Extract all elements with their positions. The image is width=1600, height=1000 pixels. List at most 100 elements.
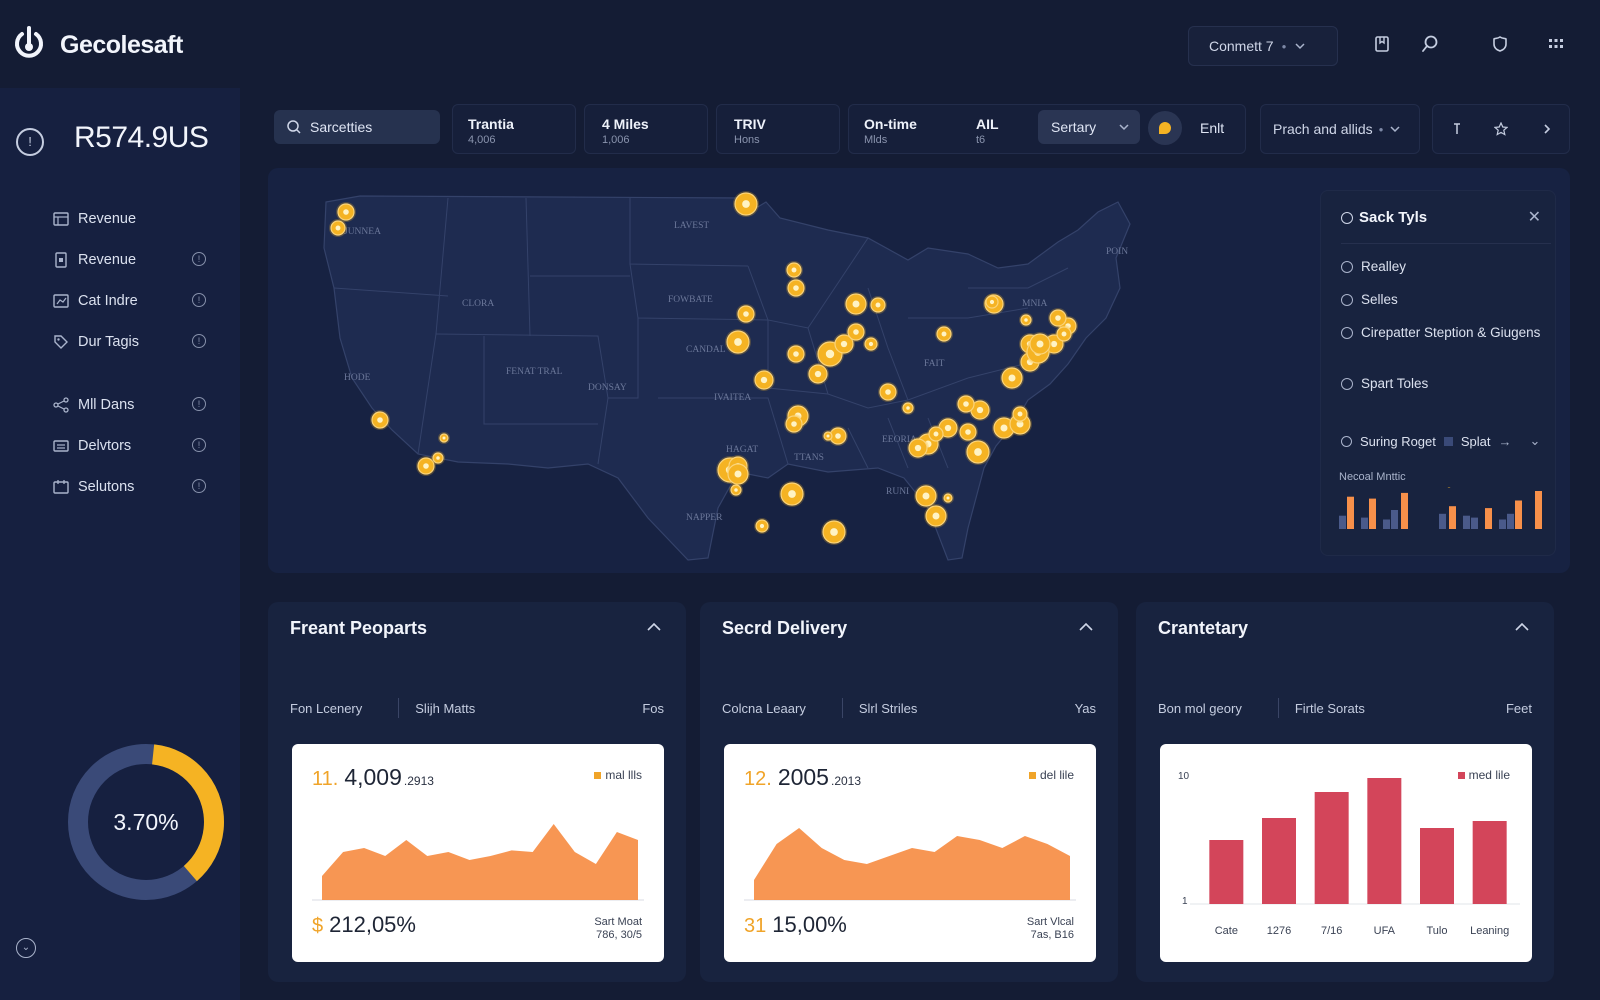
- arrow-right-icon[interactable]: →: [1498, 433, 1512, 449]
- search-input[interactable]: Sarcetties: [274, 110, 440, 144]
- period-dropdown[interactable]: Prach and allids ●: [1260, 104, 1420, 154]
- location-marker[interactable]: [784, 414, 804, 434]
- location-marker[interactable]: [736, 304, 756, 324]
- grid-icon[interactable]: [1546, 34, 1566, 54]
- location-marker[interactable]: [833, 333, 855, 355]
- location-marker[interactable]: [1055, 325, 1073, 343]
- location-marker[interactable]: [1019, 313, 1033, 327]
- location-marker[interactable]: [1048, 308, 1068, 328]
- sort-select[interactable]: Sertary: [1038, 110, 1140, 144]
- tab[interactable]: Fon Lcenery: [290, 700, 363, 716]
- filter-group[interactable]: [452, 104, 576, 154]
- info-icon[interactable]: !: [192, 252, 206, 266]
- close-icon[interactable]: ✕: [1527, 209, 1541, 226]
- location-marker[interactable]: [753, 369, 775, 391]
- location-marker[interactable]: [438, 432, 450, 444]
- filter-group[interactable]: [584, 104, 708, 154]
- info-icon[interactable]: !: [192, 293, 206, 307]
- location-markers[interactable]: [329, 191, 1078, 545]
- location-marker[interactable]: [907, 437, 929, 459]
- location-marker[interactable]: [984, 294, 1000, 310]
- sidebar-item-revenue-2[interactable]: Revenue !: [52, 247, 212, 273]
- location-marker[interactable]: [1011, 405, 1029, 423]
- location-marker[interactable]: [844, 292, 868, 316]
- area-chart[interactable]: [724, 804, 1096, 904]
- chevron-right-icon[interactable]: [1530, 112, 1564, 146]
- location-marker[interactable]: [942, 492, 954, 504]
- metric-trantia[interactable]: Trantia 4,006: [468, 116, 514, 146]
- info-icon[interactable]: !: [192, 334, 206, 348]
- sidebar-item-cat-indre[interactable]: Cat Indre !: [52, 288, 212, 314]
- shield-icon[interactable]: [1490, 34, 1510, 54]
- legend-item[interactable]: Realley: [1341, 259, 1406, 274]
- sidebar-item-delvtors[interactable]: Delvtors !: [52, 433, 212, 459]
- bar[interactable]: [1209, 840, 1244, 904]
- location-marker[interactable]: [901, 401, 915, 415]
- location-marker[interactable]: [958, 422, 978, 442]
- tab[interactable]: Bon mol geory: [1158, 700, 1242, 716]
- tab[interactable]: Firtle Sorats: [1294, 700, 1365, 716]
- metric-ail[interactable]: AIL t6: [976, 116, 999, 146]
- tab[interactable]: Colcna Leaary: [722, 700, 806, 716]
- bar[interactable]: [1314, 792, 1349, 904]
- bookmark-icon[interactable]: [1372, 34, 1392, 54]
- star-icon[interactable]: [1484, 112, 1518, 146]
- metric-triv[interactable]: TRIV Hons: [734, 116, 766, 146]
- location-marker[interactable]: [1028, 332, 1052, 356]
- location-marker[interactable]: [878, 382, 898, 402]
- location-marker[interactable]: [336, 202, 356, 222]
- location-marker[interactable]: [725, 329, 751, 355]
- location-marker[interactable]: [416, 456, 436, 476]
- info-icon[interactable]: !: [192, 438, 206, 452]
- chevron-down-icon[interactable]: ⌄: [1529, 433, 1541, 448]
- bar[interactable]: [1367, 778, 1402, 904]
- collapse-icon[interactable]: ⌄: [16, 938, 36, 958]
- location-marker[interactable]: [935, 325, 953, 343]
- location-marker[interactable]: [924, 504, 948, 528]
- tab[interactable]: Yas: [1074, 700, 1096, 716]
- metric-on-time[interactable]: On-time Mlds: [864, 116, 917, 146]
- area-chart[interactable]: [292, 804, 664, 904]
- bar[interactable]: [1420, 828, 1454, 904]
- connect-dropdown[interactable]: Conmett 7 ●: [1188, 26, 1338, 66]
- location-marker[interactable]: [1000, 366, 1024, 390]
- edit-button[interactable]: Enlt: [1200, 120, 1225, 136]
- info-icon[interactable]: !: [192, 397, 206, 411]
- legend-item[interactable]: Cirepatter Steption & Giugens: [1341, 325, 1540, 340]
- location-marker[interactable]: [869, 296, 887, 314]
- search-icon[interactable]: [1420, 34, 1440, 54]
- sidebar-item-dur-tagis[interactable]: Dur Tagis !: [52, 329, 212, 355]
- chevron-up-icon[interactable]: [1514, 622, 1530, 632]
- bar[interactable]: [1262, 818, 1296, 904]
- location-marker[interactable]: [828, 426, 848, 446]
- location-marker[interactable]: [914, 484, 938, 508]
- location-marker[interactable]: [329, 219, 347, 237]
- location-marker[interactable]: [431, 451, 445, 465]
- location-marker[interactable]: [370, 410, 390, 430]
- location-marker[interactable]: [821, 519, 847, 545]
- info-icon[interactable]: !: [16, 128, 44, 156]
- tab[interactable]: Slrl Striles: [858, 700, 918, 716]
- filter-group[interactable]: [716, 104, 840, 154]
- location-marker[interactable]: [965, 439, 991, 465]
- location-marker[interactable]: [733, 191, 759, 217]
- chevron-up-icon[interactable]: [1078, 622, 1094, 632]
- location-marker[interactable]: [785, 261, 803, 279]
- info-icon[interactable]: !: [192, 479, 206, 493]
- pin-icon[interactable]: [1440, 112, 1474, 146]
- location-marker[interactable]: [927, 425, 945, 443]
- metric-miles[interactable]: 4 Miles 1,006: [602, 116, 649, 146]
- sidebar-item-selutons[interactable]: Selutons !: [52, 474, 212, 500]
- legend-item[interactable]: Spart Toles: [1341, 376, 1428, 391]
- location-marker[interactable]: [786, 278, 806, 298]
- legend-item[interactable]: Selles: [1341, 292, 1398, 307]
- us-map[interactable]: JUNNEA CLORA FOWBATE LAVEST CANDAL FENAT…: [268, 168, 1570, 573]
- bar-chart[interactable]: 10 1 Cate 1276 7/16 UFA Tulo Leaning: [1160, 744, 1532, 962]
- bar[interactable]: [1472, 821, 1507, 904]
- tab[interactable]: Fos: [642, 700, 664, 716]
- location-marker[interactable]: [726, 462, 750, 486]
- location-marker[interactable]: [754, 518, 770, 534]
- location-marker[interactable]: [729, 483, 743, 497]
- chevron-up-icon[interactable]: [646, 622, 662, 632]
- location-marker[interactable]: [956, 394, 976, 414]
